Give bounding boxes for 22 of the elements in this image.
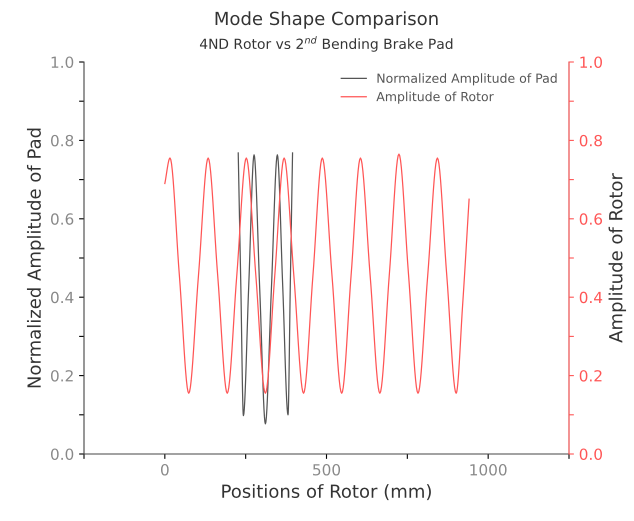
legend-label: Normalized Amplitude of Pad — [377, 73, 557, 86]
legend-label: Amplitude of Rotor — [376, 92, 494, 104]
y-tick-label: 0.8 — [50, 134, 74, 146]
y2-tick-label: 0.8 — [580, 134, 602, 146]
y-tick-label: 0.2 — [50, 370, 73, 382]
y2-tick-label: 0.6 — [580, 213, 602, 225]
y-tick-label: 1.0 — [52, 56, 74, 68]
chart-title: Mode Shape Comparison — [216, 11, 438, 29]
y2-axis-title: Amplitude of Rotor — [608, 173, 626, 343]
y-tick-label: 0.0 — [50, 448, 74, 460]
x-tick-label: 0 — [160, 464, 169, 476]
y-axis-title: Normalized Amplitude of Pad — [26, 128, 44, 388]
x-axis-title: Positions of Rotor (mm) — [222, 484, 431, 500]
y2-tick-label: 1.0 — [580, 56, 602, 68]
y2-tick-label: 0.4 — [580, 292, 602, 304]
chart-subtitle: 4ND Rotor vs 2$^{nd}$ Bending Brake Pad — [200, 36, 452, 52]
y2-tick-label: 0.0 — [580, 448, 602, 460]
y-tick-label: 0.6 — [50, 213, 74, 225]
x-tick-label: 500 — [313, 464, 340, 476]
x-tick-label: 1000 — [470, 464, 507, 476]
y-tick-label: 0.4 — [50, 292, 74, 304]
y2-tick-label: 0.2 — [580, 370, 602, 382]
